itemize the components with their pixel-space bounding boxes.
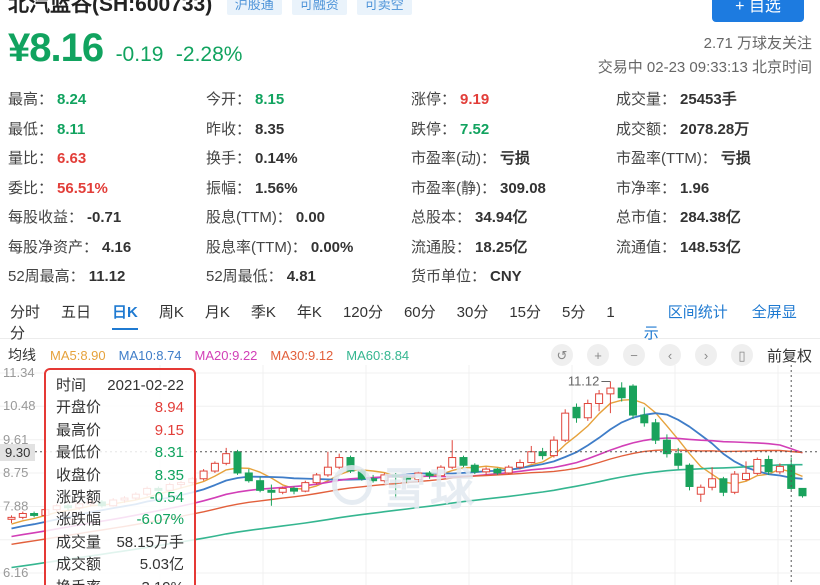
tab-15分[interactable]: 15分 (509, 304, 542, 321)
stat-cell: 最高： 8.24 (8, 91, 87, 108)
stat-cell: 委比： 56.51% (8, 179, 108, 197)
header-meta: 2.71 万球友关注 交易中 02-23 09:33:13 北京时间 (598, 32, 812, 80)
tab-日K[interactable]: 日K (112, 297, 138, 330)
stat-cell: 52周最低： 4.81 (206, 268, 316, 285)
ma-label: 均线 (8, 347, 36, 363)
zoom-out-icon[interactable]: − (622, 344, 645, 366)
stock-header: 北汽蓝谷(SH:600733) 沪股通 可融资 可卖空 (8, 0, 412, 18)
stat-cell: 最低： 8.11 (8, 120, 86, 138)
stock-title: 北汽蓝谷(SH:600733) (8, 0, 213, 16)
tab-120分[interactable]: 120分 (342, 304, 383, 321)
crosshair-price-badge: 9.30 (0, 444, 36, 461)
tab-月K[interactable]: 月K (204, 304, 230, 321)
stock-badge[interactable]: 可融资 (291, 0, 347, 15)
stat-cell: 总市值： 284.38亿 (616, 209, 741, 226)
tab-周K[interactable]: 周K (158, 304, 184, 321)
ma-legend-item: MA5:8.90 (50, 347, 106, 363)
chart-canvas[interactable]: 11.12 11.34 10.48 9.61 8.75 7.88 6.16 (0, 365, 820, 585)
svg-text:6.16: 6.16 (3, 565, 28, 580)
chart-controls: ↺ + − ‹ › ▯ (537, 344, 753, 366)
chart-links: 区间统计 全屏显示 (644, 301, 810, 343)
tab-5分[interactable]: 5分 (562, 304, 586, 321)
tooltip-row: 最高价 9.15 (56, 421, 184, 439)
stock-badge[interactable]: 沪股通 (226, 0, 282, 15)
market-status: 交易中 02-23 09:33:13 北京时间 (597, 59, 812, 76)
tooltip-row: 开盘价 8.94 (56, 399, 184, 417)
stat-cell: 流通值： 148.53亿 (616, 238, 741, 256)
tab-30分[interactable]: 30分 (456, 304, 489, 321)
stat-cell: 成交额： 2078.28万 (616, 120, 750, 138)
svg-text:11.34: 11.34 (3, 365, 35, 380)
phone-icon[interactable]: ▯ (730, 344, 753, 366)
tab-60分[interactable]: 60分 (403, 304, 436, 321)
current-price: ¥8.16 (8, 26, 104, 70)
ma-legend: MA5:8.90 MA10:8.74 MA20:9.22 MA30:9.12 MA60:… (50, 348, 422, 363)
svg-text:7.88: 7.88 (3, 499, 28, 514)
stat-cell: 每股收益： -0.71 (8, 209, 122, 226)
tab-季K[interactable]: 季K (250, 304, 276, 321)
ma-legend-item: MA60:8.84 (346, 347, 410, 363)
svg-text:11.12: 11.12 (568, 373, 600, 388)
stat-cell: 量比： 6.63 (8, 150, 87, 167)
price-row: ¥8.16 -0.19 -2.28% 2.71 万球友关注 交易中 02-23 … (8, 26, 812, 76)
followers-count: 2.71 万球友关注 (703, 35, 812, 52)
adjust-mode-button[interactable]: 前复权 (766, 347, 812, 365)
svg-text:8.75: 8.75 (3, 465, 28, 480)
tooltip-row: 成交额 5.03亿 (56, 556, 184, 574)
add-watchlist-button[interactable]: + 自选 (712, 0, 804, 22)
ma-row: 均线 MA5:8.90 MA10:8.74 MA20:9.22 MA30:9.12 MA… (8, 344, 812, 366)
stat-cell: 涨停： 9.19 (411, 91, 490, 108)
tooltip-row: 涨跌额 -0.54 (56, 489, 184, 507)
stat-cell: 市盈率(动)： 亏损 (411, 150, 531, 167)
stat-cell: 市净率： 1.96 (616, 179, 710, 197)
ma-legend-item: MA10:8.74 (118, 347, 182, 363)
pan-right-icon[interactable]: › (694, 344, 717, 366)
period-tabs: 分时 五日 日K 周K 月K 季K 年K 120分 60分 30分 15分 5分 1分 (10, 297, 644, 343)
price-change-percent: -2.28% (175, 43, 243, 66)
tab-五日[interactable]: 五日 (61, 304, 92, 321)
stat-cell: 今开： 8.15 (206, 91, 285, 108)
tooltip-row: 成交量 58.15万手 (56, 533, 184, 551)
tooltip-row: 收盘价 8.35 (56, 466, 184, 484)
candle-tooltip: 时间 2021-02-22 开盘价 8.94 最高价 9.15 最低价 8.31 收盘价 8.35… (44, 368, 196, 585)
stat-cell: 股息率(TTM)： 0.00% (206, 238, 354, 256)
stats-grid: 最高： 8.24 今开： 8.15 涨停： 9.19 成交量： 25453手最低： 8.11 昨收… (8, 88, 820, 295)
tab-分时[interactable]: 分时 (10, 304, 41, 321)
stat-cell: 每股净资产： 4.16 (8, 238, 132, 256)
stock-badge[interactable]: 可卖空 (356, 0, 412, 15)
tab-年K[interactable]: 年K (296, 304, 322, 321)
stat-cell: 振幅： 1.56% (206, 179, 298, 197)
stat-cell: 市盈率(TTM)： 亏损 (616, 150, 751, 167)
undo-icon[interactable]: ↺ (550, 344, 573, 366)
price-change: -0.19 (115, 43, 164, 66)
tooltip-row: 涨跌幅 -6.07% (56, 511, 184, 529)
link-全屏显示[interactable]: 全屏显示 (643, 304, 797, 342)
stat-cell: 流通股： 18.25亿 (411, 238, 528, 256)
pan-left-icon[interactable]: ‹ (658, 344, 681, 366)
stat-cell: 股息(TTM)： 0.00 (206, 209, 326, 226)
stat-cell: 总股本： 34.94亿 (411, 209, 528, 226)
stat-cell: 成交量： 25453手 (616, 91, 737, 108)
tooltip-row: 换手率3.19% (56, 577, 184, 585)
stat-cell: 52周最高： 11.12 (8, 268, 126, 285)
ma-legend-item: MA20:9.22 (194, 347, 258, 363)
tooltip-row: 最低价 8.31 (56, 444, 184, 462)
stat-cell: 换手： 0.14% (206, 150, 298, 167)
stat-cell: 市盈率(静)： 309.08 (411, 179, 546, 197)
link-区间统计[interactable]: 区间统计 (667, 304, 728, 321)
tab-1分[interactable]: 1分 (10, 304, 615, 342)
chart-tabbar: 分时 五日 日K 周K 月K 季K 年K 120分 60分 30分 15分 5分 1分 区间统计 全屏显示 (0, 297, 820, 342)
stat-cell: 货币单位： CNY (411, 268, 522, 285)
stat-cell: 跌停： 7.52 (411, 120, 490, 138)
svg-text:9.61: 9.61 (3, 432, 28, 447)
stock-badges: 沪股通 可融资 可卖空 (217, 0, 412, 15)
zoom-in-icon[interactable]: + (586, 344, 609, 366)
ma-legend-item: MA30:9.12 (270, 347, 334, 363)
candlestick-chart[interactable]: 11.12 11.34 10.48 9.61 8.75 7.88 6.16 雪球 9.30 … (0, 365, 820, 585)
tooltip-row: 时间 2021-02-22 (56, 377, 184, 394)
stat-cell: 昨收： 8.35 (206, 120, 285, 138)
svg-text:10.48: 10.48 (3, 398, 36, 413)
